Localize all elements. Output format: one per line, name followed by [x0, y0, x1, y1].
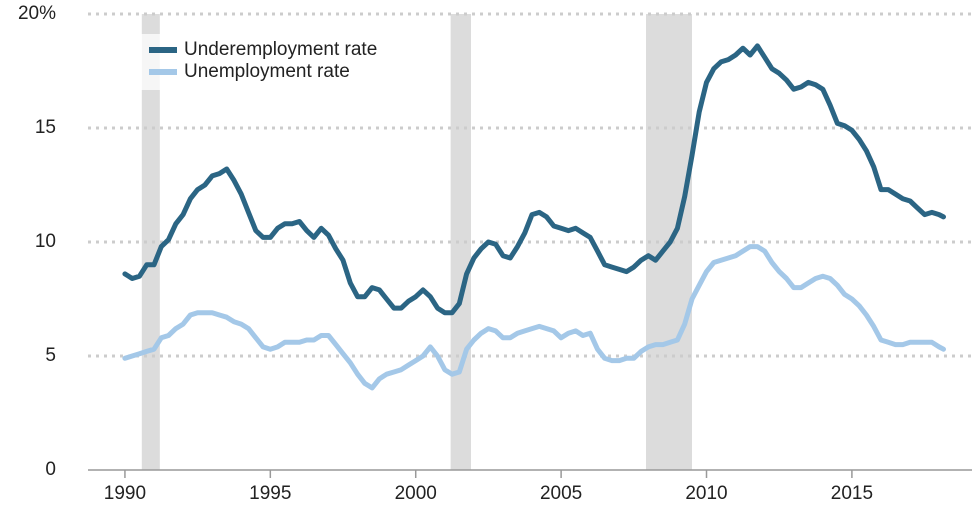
series-line [122, 43, 946, 316]
recession-band [450, 14, 471, 470]
y-tick-label: 10 [35, 231, 56, 252]
y-tick-label: 5 [45, 345, 56, 366]
legend-box [140, 34, 430, 90]
x-tick-label: 2000 [395, 483, 437, 504]
legend-label: Underemployment rate [184, 39, 377, 60]
series-line [122, 244, 946, 391]
y-tick-label: 20% [18, 3, 56, 24]
x-tick-label: 1995 [249, 483, 291, 504]
x-tick-label: 1990 [104, 483, 146, 504]
legend-label: Unemployment rate [184, 61, 350, 82]
y-tick-label: 0 [45, 459, 56, 480]
y-tick-label: 15 [35, 117, 56, 138]
x-tick-label: 2010 [685, 483, 727, 504]
x-tick-label: 2005 [540, 483, 582, 504]
x-tick-label: 2015 [831, 483, 873, 504]
